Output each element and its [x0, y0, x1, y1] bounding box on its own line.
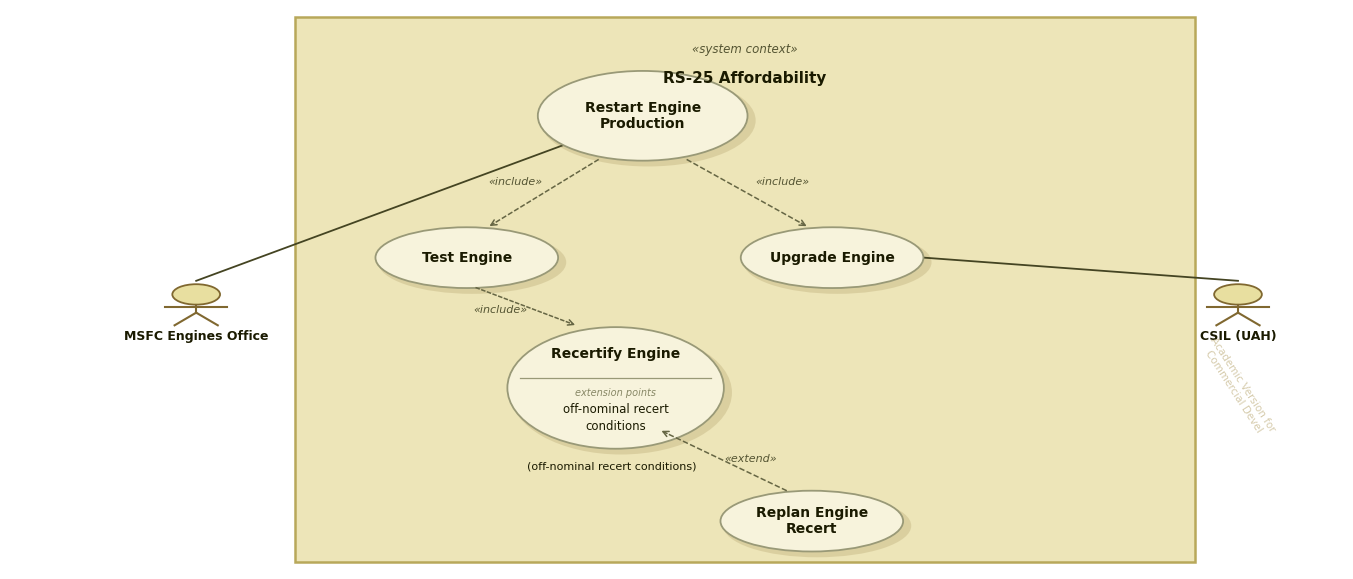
Ellipse shape	[375, 228, 557, 288]
Text: RS-25 Affordability: RS-25 Affordability	[663, 71, 827, 86]
Text: Academic Version for
Commercial Devel: Academic Version for Commercial Devel	[1199, 336, 1277, 440]
Text: MSFC Engines Office: MSFC Engines Office	[124, 330, 268, 343]
Circle shape	[1214, 284, 1262, 305]
Ellipse shape	[377, 230, 566, 294]
Text: (off-nominal recert conditions): (off-nominal recert conditions)	[526, 461, 697, 471]
Text: Test Engine: Test Engine	[422, 251, 511, 265]
Text: Upgrade Engine: Upgrade Engine	[770, 251, 894, 265]
FancyBboxPatch shape	[295, 17, 1195, 562]
Ellipse shape	[507, 327, 724, 449]
Text: «include»: «include»	[474, 305, 528, 315]
Text: «extend»: «extend»	[725, 453, 777, 464]
Text: conditions: conditions	[586, 420, 645, 433]
Ellipse shape	[744, 230, 931, 294]
Text: CSIL (UAH): CSIL (UAH)	[1200, 330, 1276, 343]
Text: off-nominal recert: off-nominal recert	[563, 404, 668, 416]
Ellipse shape	[538, 71, 747, 160]
Ellipse shape	[723, 494, 912, 557]
Ellipse shape	[510, 331, 732, 455]
Ellipse shape	[541, 74, 755, 167]
Text: «include»: «include»	[488, 177, 543, 188]
Ellipse shape	[720, 491, 904, 551]
Text: Restart Engine
Production: Restart Engine Production	[584, 101, 701, 131]
Text: «system context»: «system context»	[691, 43, 798, 56]
Text: «include»: «include»	[755, 177, 809, 188]
Ellipse shape	[741, 228, 923, 288]
Text: extension points: extension points	[575, 388, 656, 398]
Circle shape	[172, 284, 221, 305]
Text: Recertify Engine: Recertify Engine	[551, 347, 681, 361]
Text: Replan Engine
Recert: Replan Engine Recert	[756, 506, 867, 536]
